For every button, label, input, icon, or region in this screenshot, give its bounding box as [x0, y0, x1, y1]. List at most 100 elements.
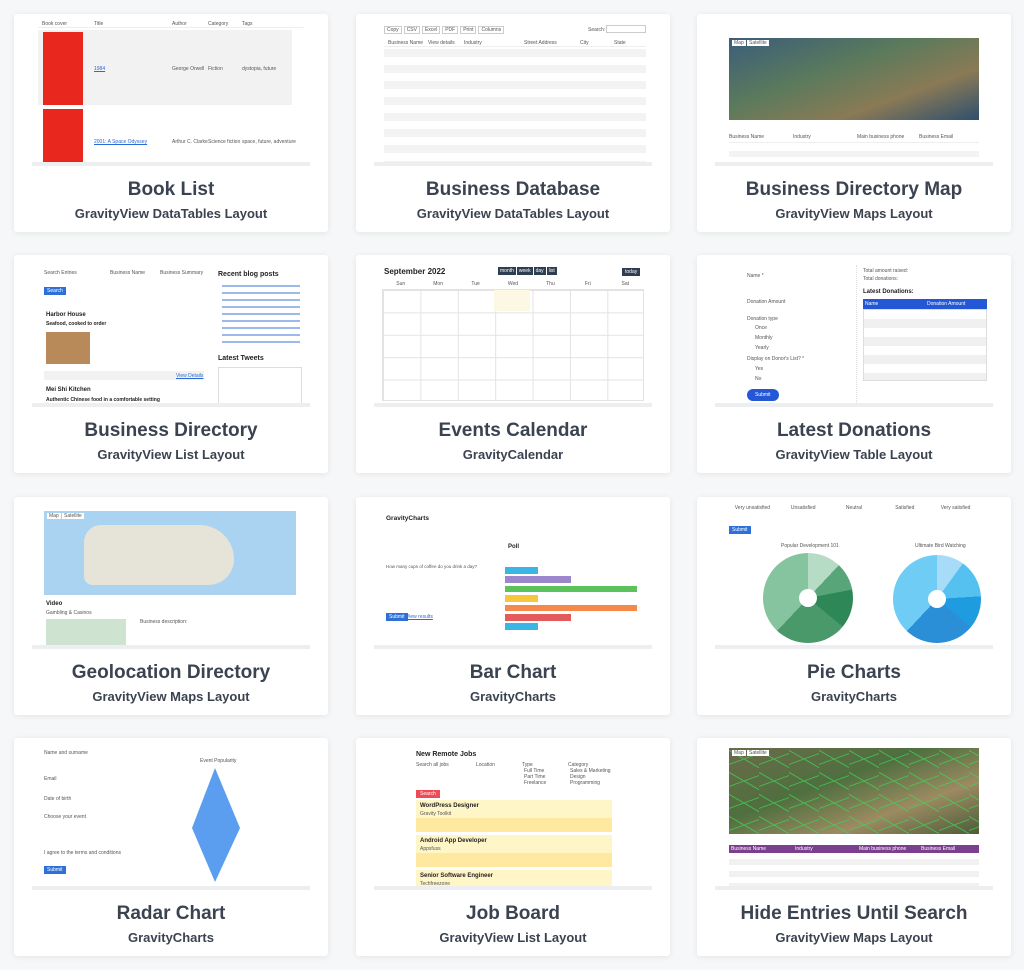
form-label: Display on Donor's List? * — [747, 356, 805, 362]
card-subtitle: GravityView List Layout — [439, 930, 587, 945]
map-tab[interactable]: Map — [732, 40, 746, 46]
card-title: Business Directory — [84, 420, 258, 441]
demo-card-business-directory[interactable]: Search Entries Business Name Business Su… — [14, 255, 328, 473]
view-week[interactable]: week — [516, 267, 533, 275]
option-once[interactable]: Once — [755, 325, 767, 331]
view-list[interactable]: list — [546, 267, 557, 275]
category-option[interactable]: Design — [570, 774, 586, 780]
demo-card-radar-chart[interactable]: Name and surname Email Date of birth Cho… — [14, 738, 328, 956]
csv-button[interactable]: CSV — [403, 26, 420, 34]
table-rows — [384, 49, 646, 162]
columns-button[interactable]: Columns — [478, 26, 505, 34]
excel-button[interactable]: Excel — [421, 26, 441, 34]
demo-card-hide-entries-until-search[interactable]: Map Satellite Business Name Industry Mai… — [697, 738, 1011, 956]
satellite-tab[interactable]: Satellite — [747, 40, 769, 46]
demo-card-pie-charts[interactable]: Very unsatisfied Unsatisfied Neutral Sat… — [697, 497, 1011, 715]
description-label: Business description: — [140, 619, 188, 625]
blog-links[interactable] — [222, 283, 300, 343]
form-label: Name * — [747, 273, 764, 279]
chart-title: Ultimate Bird Watching — [915, 543, 966, 549]
donations-rows — [863, 309, 987, 381]
filter-label: Search all jobs — [416, 762, 449, 768]
page-heading: GravityCharts — [386, 515, 429, 522]
view-results-link[interactable]: View results — [406, 614, 433, 620]
job-title: Android App Developer — [420, 838, 487, 844]
submit-button[interactable]: Submit — [747, 389, 779, 401]
job-card[interactable]: WordPress Designer Gravity Toolkit — [416, 800, 612, 832]
satellite-map[interactable]: Map Satellite — [729, 38, 979, 120]
demo-card-events-calendar[interactable]: September 2022 month week day list today… — [356, 255, 670, 473]
type-option[interactable]: Part Time — [524, 774, 546, 780]
donation-form: Name * Donation Amount Donation type Onc… — [733, 265, 857, 403]
card-title: Job Board — [466, 903, 560, 924]
entry-map[interactable] — [46, 619, 126, 645]
view-details-link[interactable]: View Details — [176, 373, 204, 379]
option-yes[interactable]: Yes — [755, 366, 764, 372]
col-header: Business Name — [731, 846, 767, 852]
map-tab[interactable]: Map — [47, 513, 61, 519]
print-button[interactable]: Print — [460, 26, 477, 34]
page-heading: New Remote Jobs — [416, 751, 477, 758]
copy-button[interactable]: Copy — [384, 26, 402, 34]
col-header: Author — [172, 21, 187, 27]
thumbnail-book-list: Book cover Title Author Category Tags 19… — [32, 18, 310, 166]
category-option[interactable]: Sales & Marketing — [570, 768, 611, 774]
poll-bar — [505, 595, 538, 602]
entry-name[interactable]: Harbor House — [46, 312, 86, 318]
today-button[interactable]: today — [622, 268, 641, 276]
card-title: Radar Chart — [116, 903, 226, 924]
search-button[interactable]: Search — [44, 287, 66, 295]
thumbnail-latest-donations: Name * Donation Amount Donation type Onc… — [715, 259, 993, 407]
book-title-link[interactable]: 2001: A Space Odyssey — [94, 139, 148, 145]
poll-bars — [505, 567, 641, 633]
job-title: Senior Software Engineer — [420, 873, 494, 879]
demo-card-business-directory-map[interactable]: Map Satellite Business Name Industry Mai… — [697, 14, 1011, 232]
total-donations: Total donations: — [863, 276, 899, 282]
job-title: WordPress Designer — [420, 803, 479, 809]
demo-card-geolocation-directory[interactable]: Map Satellite Video Gambling & Casinos B… — [14, 497, 328, 715]
filter-label: Search Entries — [44, 270, 77, 276]
search-label: Search: — [588, 27, 606, 33]
demo-card-job-board[interactable]: New Remote Jobs Search all jobs Location… — [356, 738, 670, 956]
satellite-map[interactable]: Map Satellite — [729, 748, 979, 834]
type-option[interactable]: Full Time — [524, 768, 545, 774]
map-tab[interactable]: Map — [732, 750, 746, 756]
option-yearly[interactable]: Yearly — [755, 345, 769, 351]
pdf-button[interactable]: PDF — [442, 26, 459, 34]
book-title-link[interactable]: 1984 — [94, 66, 106, 72]
demo-card-book-list[interactable]: Book cover Title Author Category Tags 19… — [14, 14, 328, 232]
weekday: Wed — [507, 281, 519, 287]
view-month[interactable]: month — [498, 267, 516, 275]
thumbnail-business-directory-map: Map Satellite Business Name Industry Mai… — [715, 18, 993, 166]
satisfaction-scale: Very unsatisfied Unsatisfied Neutral Sat… — [727, 505, 981, 511]
satellite-tab[interactable]: Satellite — [747, 750, 769, 756]
entry-name[interactable]: Mei Shi Kitchen — [46, 387, 91, 393]
job-card[interactable]: Senior Software Engineer Techfreezone — [416, 870, 612, 886]
category-option[interactable]: Programming — [570, 780, 601, 786]
submit-button[interactable]: Submit — [386, 613, 408, 621]
option-monthly[interactable]: Monthly — [755, 335, 773, 341]
view-day[interactable]: day — [533, 267, 546, 275]
thumbnail-radar-chart: Name and surname Email Date of birth Cho… — [32, 742, 310, 890]
search-input[interactable] — [606, 25, 646, 33]
col-header: Category — [208, 21, 229, 27]
search-button[interactable]: Search — [416, 790, 440, 798]
submit-button[interactable]: Submit — [44, 866, 66, 874]
demo-card-latest-donations[interactable]: Name * Donation Amount Donation type Onc… — [697, 255, 1011, 473]
option-no[interactable]: No — [755, 376, 762, 382]
road-map[interactable]: Map Satellite — [44, 511, 296, 595]
demo-card-bar-chart[interactable]: GravityCharts Poll How many cups of coff… — [356, 497, 670, 715]
job-card[interactable]: Android App Developer Appsfuss — [416, 835, 612, 867]
chart-title: Poll — [508, 544, 520, 550]
col-header: Main business phone — [857, 134, 905, 140]
weekday: Fri — [584, 281, 591, 287]
cell: Fiction — [208, 66, 223, 72]
submit-button[interactable]: Submit — [729, 526, 751, 534]
type-option[interactable]: Freelance — [524, 780, 547, 786]
weekday: Sat — [621, 281, 630, 287]
demo-card-business-database[interactable]: Copy CSV Excel PDF Print Columns Search:… — [356, 14, 670, 232]
thumbnail-business-database: Copy CSV Excel PDF Print Columns Search:… — [374, 18, 652, 166]
col-header: Donation Amount — [927, 301, 966, 307]
satellite-tab[interactable]: Satellite — [62, 513, 84, 519]
col-header: Title — [94, 21, 104, 27]
